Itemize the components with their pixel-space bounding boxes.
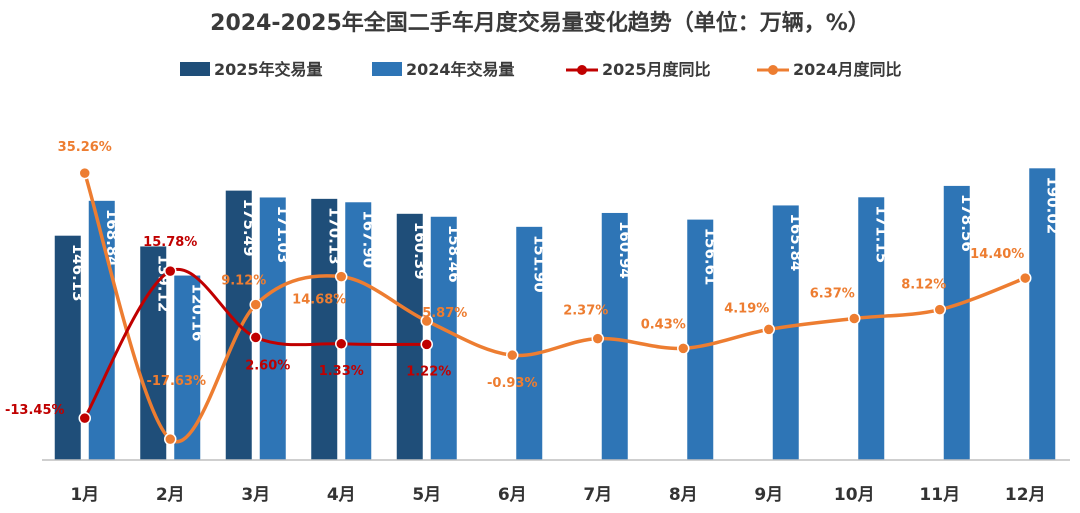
x-tick-label: 3月 xyxy=(241,485,270,505)
pct-label-2024: -17.63% xyxy=(146,374,206,389)
x-labels: 1月 2月 3月 4月 5月 6月 7月 8月 9月 10月 11月 12月 xyxy=(70,485,1045,505)
point-2024-yoy xyxy=(420,314,433,328)
pct-label-2025: 1.33% xyxy=(319,364,364,379)
bar-label-2024: 171.03 xyxy=(274,205,292,263)
pct-label-2024: 9.12% xyxy=(221,274,266,289)
bar-2024 xyxy=(516,226,543,460)
bar-2024 xyxy=(345,202,372,460)
bar-2024 xyxy=(88,200,115,460)
points xyxy=(78,166,1032,446)
x-tick-label: 11月 xyxy=(919,485,960,505)
x-tick-label: 5月 xyxy=(412,485,441,505)
bar-label-2024: 158.46 xyxy=(445,225,463,283)
legend-label: 2025年交易量 xyxy=(214,60,323,79)
legend-swatch xyxy=(180,62,210,76)
point-2025-yoy xyxy=(164,264,177,278)
bar-2024 xyxy=(943,185,970,460)
bar-2024 xyxy=(858,197,885,461)
bar-label-2024: 120.16 xyxy=(188,284,206,342)
bar-label-2024: 171.15 xyxy=(872,205,890,263)
bar-label-2024: 178.56 xyxy=(958,194,976,252)
pct-label-2025: 15.78% xyxy=(143,235,197,250)
bar-label-2025: 170.13 xyxy=(325,207,343,265)
bar-label-2024: 165.84 xyxy=(787,213,805,271)
bar-2024 xyxy=(601,212,628,460)
bar-2025 xyxy=(396,213,423,460)
pct-label-2024: 5.87% xyxy=(422,306,467,321)
pct-label-2025: 1.22% xyxy=(406,364,451,379)
legend: 2025年交易量 2024年交易量 2025月度同比 2024月度同比 xyxy=(180,60,902,79)
bar-2024 xyxy=(772,205,799,460)
pct-label-2025: 2.60% xyxy=(245,358,290,373)
point-2024-yoy xyxy=(249,298,262,311)
bar-label-2024: 151.90 xyxy=(530,235,548,293)
x-tick-label: 9月 xyxy=(754,485,783,505)
bar-2025 xyxy=(140,246,167,460)
bar-label-2024: 190.02 xyxy=(1043,176,1061,234)
legend-label: 2024月度同比 xyxy=(793,60,902,79)
pct-label-2024: 35.26% xyxy=(58,140,112,155)
x-tick-label: 8月 xyxy=(669,485,698,505)
bar-2025 xyxy=(54,235,81,460)
pct-label-2024: 8.12% xyxy=(901,278,946,293)
bar-label-2024: 160.94 xyxy=(616,221,634,279)
point-2024-yoy xyxy=(848,312,861,325)
pct-label-2024: 6.37% xyxy=(810,286,855,301)
point-2025-yoy xyxy=(249,331,262,344)
bar-label-2024: 156.61 xyxy=(701,228,719,286)
bar-label-2025: 146.13 xyxy=(69,244,87,302)
point-2025-yoy xyxy=(420,338,433,351)
point-2024-yoy xyxy=(506,348,519,362)
legend-label: 2025月度同比 xyxy=(602,60,711,79)
point-2024-yoy xyxy=(762,323,775,336)
bar-2024 xyxy=(430,216,457,460)
pct-label-2024: 4.19% xyxy=(724,301,769,316)
point-2024-yoy xyxy=(1019,271,1032,285)
point-2025-yoy xyxy=(335,337,348,351)
pct-label-2024: -0.93% xyxy=(487,376,538,391)
x-tick-label: 6月 xyxy=(498,485,527,505)
legend-swatch xyxy=(372,62,402,76)
point-2024-yoy xyxy=(591,332,604,345)
bar-2024 xyxy=(174,275,201,460)
pct-labels: 35.26% -17.63% 9.12% 14.68% 5.87% -0.93% 2.37%… xyxy=(5,140,1024,418)
chart-title: 2024-2025年全国二手车月度交易量变化趋势（单位：万辆，%） xyxy=(210,10,870,36)
x-tick-label: 2月 xyxy=(156,485,185,505)
bar-2024 xyxy=(259,197,286,461)
x-tick-label: 1月 xyxy=(70,485,99,505)
bar-2024 xyxy=(1029,168,1056,460)
pct-label-2025: -13.45% xyxy=(5,403,65,418)
bar-label-2024: 167.90 xyxy=(359,210,377,268)
bars xyxy=(54,168,1056,461)
pct-label-2024: 14.40% xyxy=(970,247,1024,262)
point-2024-yoy xyxy=(677,342,690,355)
point-2025-yoy xyxy=(78,411,91,425)
bar-2025 xyxy=(311,198,338,460)
line-2025-yoy xyxy=(83,267,427,419)
pct-label-2024: 14.68% xyxy=(292,293,346,308)
bar-label-2025: 175.49 xyxy=(240,199,258,257)
legend-marker xyxy=(577,65,587,75)
x-tick-label: 10月 xyxy=(834,485,875,505)
bar-label-2025: 160.39 xyxy=(411,222,429,280)
point-2024-yoy xyxy=(164,432,177,446)
point-2024-yoy xyxy=(335,270,348,283)
x-tick-label: 12月 xyxy=(1005,485,1046,505)
pct-label-2024: 0.43% xyxy=(641,317,686,332)
point-2024-yoy xyxy=(78,166,91,180)
point-2024-yoy xyxy=(933,303,946,316)
x-tick-label: 4月 xyxy=(327,485,356,505)
legend-label: 2024年交易量 xyxy=(406,60,515,79)
pct-label-2024: 2.37% xyxy=(563,304,608,319)
bar-2024 xyxy=(687,219,714,460)
x-tick-label: 7月 xyxy=(583,485,612,505)
legend-marker xyxy=(768,65,778,75)
